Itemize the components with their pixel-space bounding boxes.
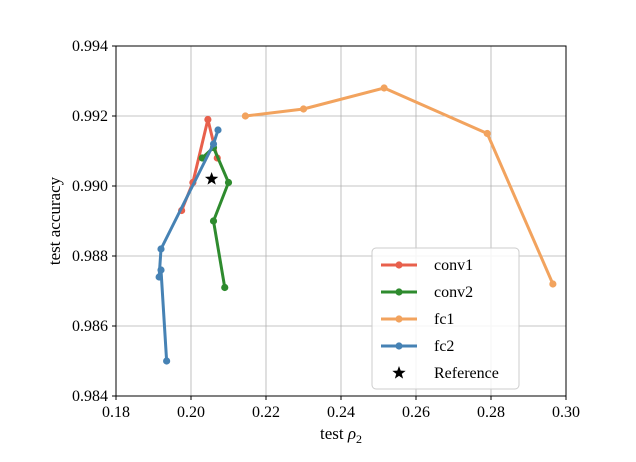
series-group <box>155 84 557 365</box>
legend: conv1 conv2 fc1 fc2 Reference <box>371 247 520 390</box>
data-point-fc2 <box>163 357 171 365</box>
series-fc2 <box>155 126 222 365</box>
data-point-conv2 <box>221 283 229 292</box>
y-tick-label: 0.994 <box>72 38 108 55</box>
legend-marker-conv1 <box>395 261 403 269</box>
legend-label-fc2: fc2 <box>434 338 454 355</box>
series-fc1 <box>241 84 557 288</box>
legend-item-fc1: fc1 <box>381 311 454 328</box>
x-tick-label: 0.24 <box>327 404 355 421</box>
y-axis-title: test accuracy <box>45 176 64 265</box>
data-point-fc1 <box>483 129 491 138</box>
legend-label-fc1: fc1 <box>434 311 454 328</box>
data-point-fc1 <box>380 84 388 92</box>
y-tick-label: 0.986 <box>72 318 108 335</box>
legend-box <box>371 247 520 390</box>
data-point-fc2 <box>157 245 165 253</box>
x-tick-label: 0.20 <box>177 404 205 421</box>
x-axis-title-text: test <box>320 424 348 443</box>
data-point-conv1 <box>204 115 212 124</box>
data-point-fc1 <box>299 105 308 113</box>
data-point-fc2 <box>209 140 218 148</box>
x-tick-label: 0.30 <box>552 404 580 421</box>
x-tick-label: 0.22 <box>252 404 280 421</box>
legend-marker-reference <box>392 366 406 379</box>
legend-label-conv2: conv2 <box>434 284 473 301</box>
x-axis-title-subscript: 2 <box>356 432 362 446</box>
legend-item-fc2: fc2 <box>381 338 454 355</box>
data-point-reference <box>204 172 219 185</box>
legend-marker-fc2 <box>395 342 403 350</box>
x-axis-title: test ρ2 <box>320 424 362 446</box>
x-tick-label: 0.28 <box>477 404 505 421</box>
legend-marker-conv2 <box>395 288 403 296</box>
y-tick-label: 0.992 <box>72 108 108 125</box>
series-reference <box>204 172 219 185</box>
legend-item-reference: Reference <box>392 365 499 382</box>
legend-item-conv1: conv1 <box>381 257 473 274</box>
data-point-conv2 <box>224 178 233 187</box>
data-point-fc1 <box>241 112 249 120</box>
x-axis-title-symbol: ρ <box>347 424 356 443</box>
data-point-fc2 <box>157 266 165 274</box>
series-line-conv2 <box>200 146 230 289</box>
x-tick-label: 0.18 <box>102 404 130 421</box>
x-tick-label: 0.26 <box>402 404 430 421</box>
legend-marker-fc1 <box>395 315 403 323</box>
y-tick-label: 0.990 <box>72 178 108 195</box>
legend-label-conv1: conv1 <box>434 257 473 274</box>
data-point-fc2 <box>214 126 222 134</box>
data-point-fc1 <box>549 280 557 288</box>
y-tick-label: 0.984 <box>72 388 108 405</box>
y-tick-label: 0.988 <box>72 248 108 265</box>
data-point-conv2 <box>209 217 218 225</box>
axis-ticks: 0.18 0.20 0.22 0.24 0.26 0.28 0.30 0.984 0.986 0.… <box>72 38 580 421</box>
legend-item-conv2: conv2 <box>381 284 473 301</box>
legend-label-reference: Reference <box>434 365 499 382</box>
data-point-fc2 <box>155 273 163 281</box>
